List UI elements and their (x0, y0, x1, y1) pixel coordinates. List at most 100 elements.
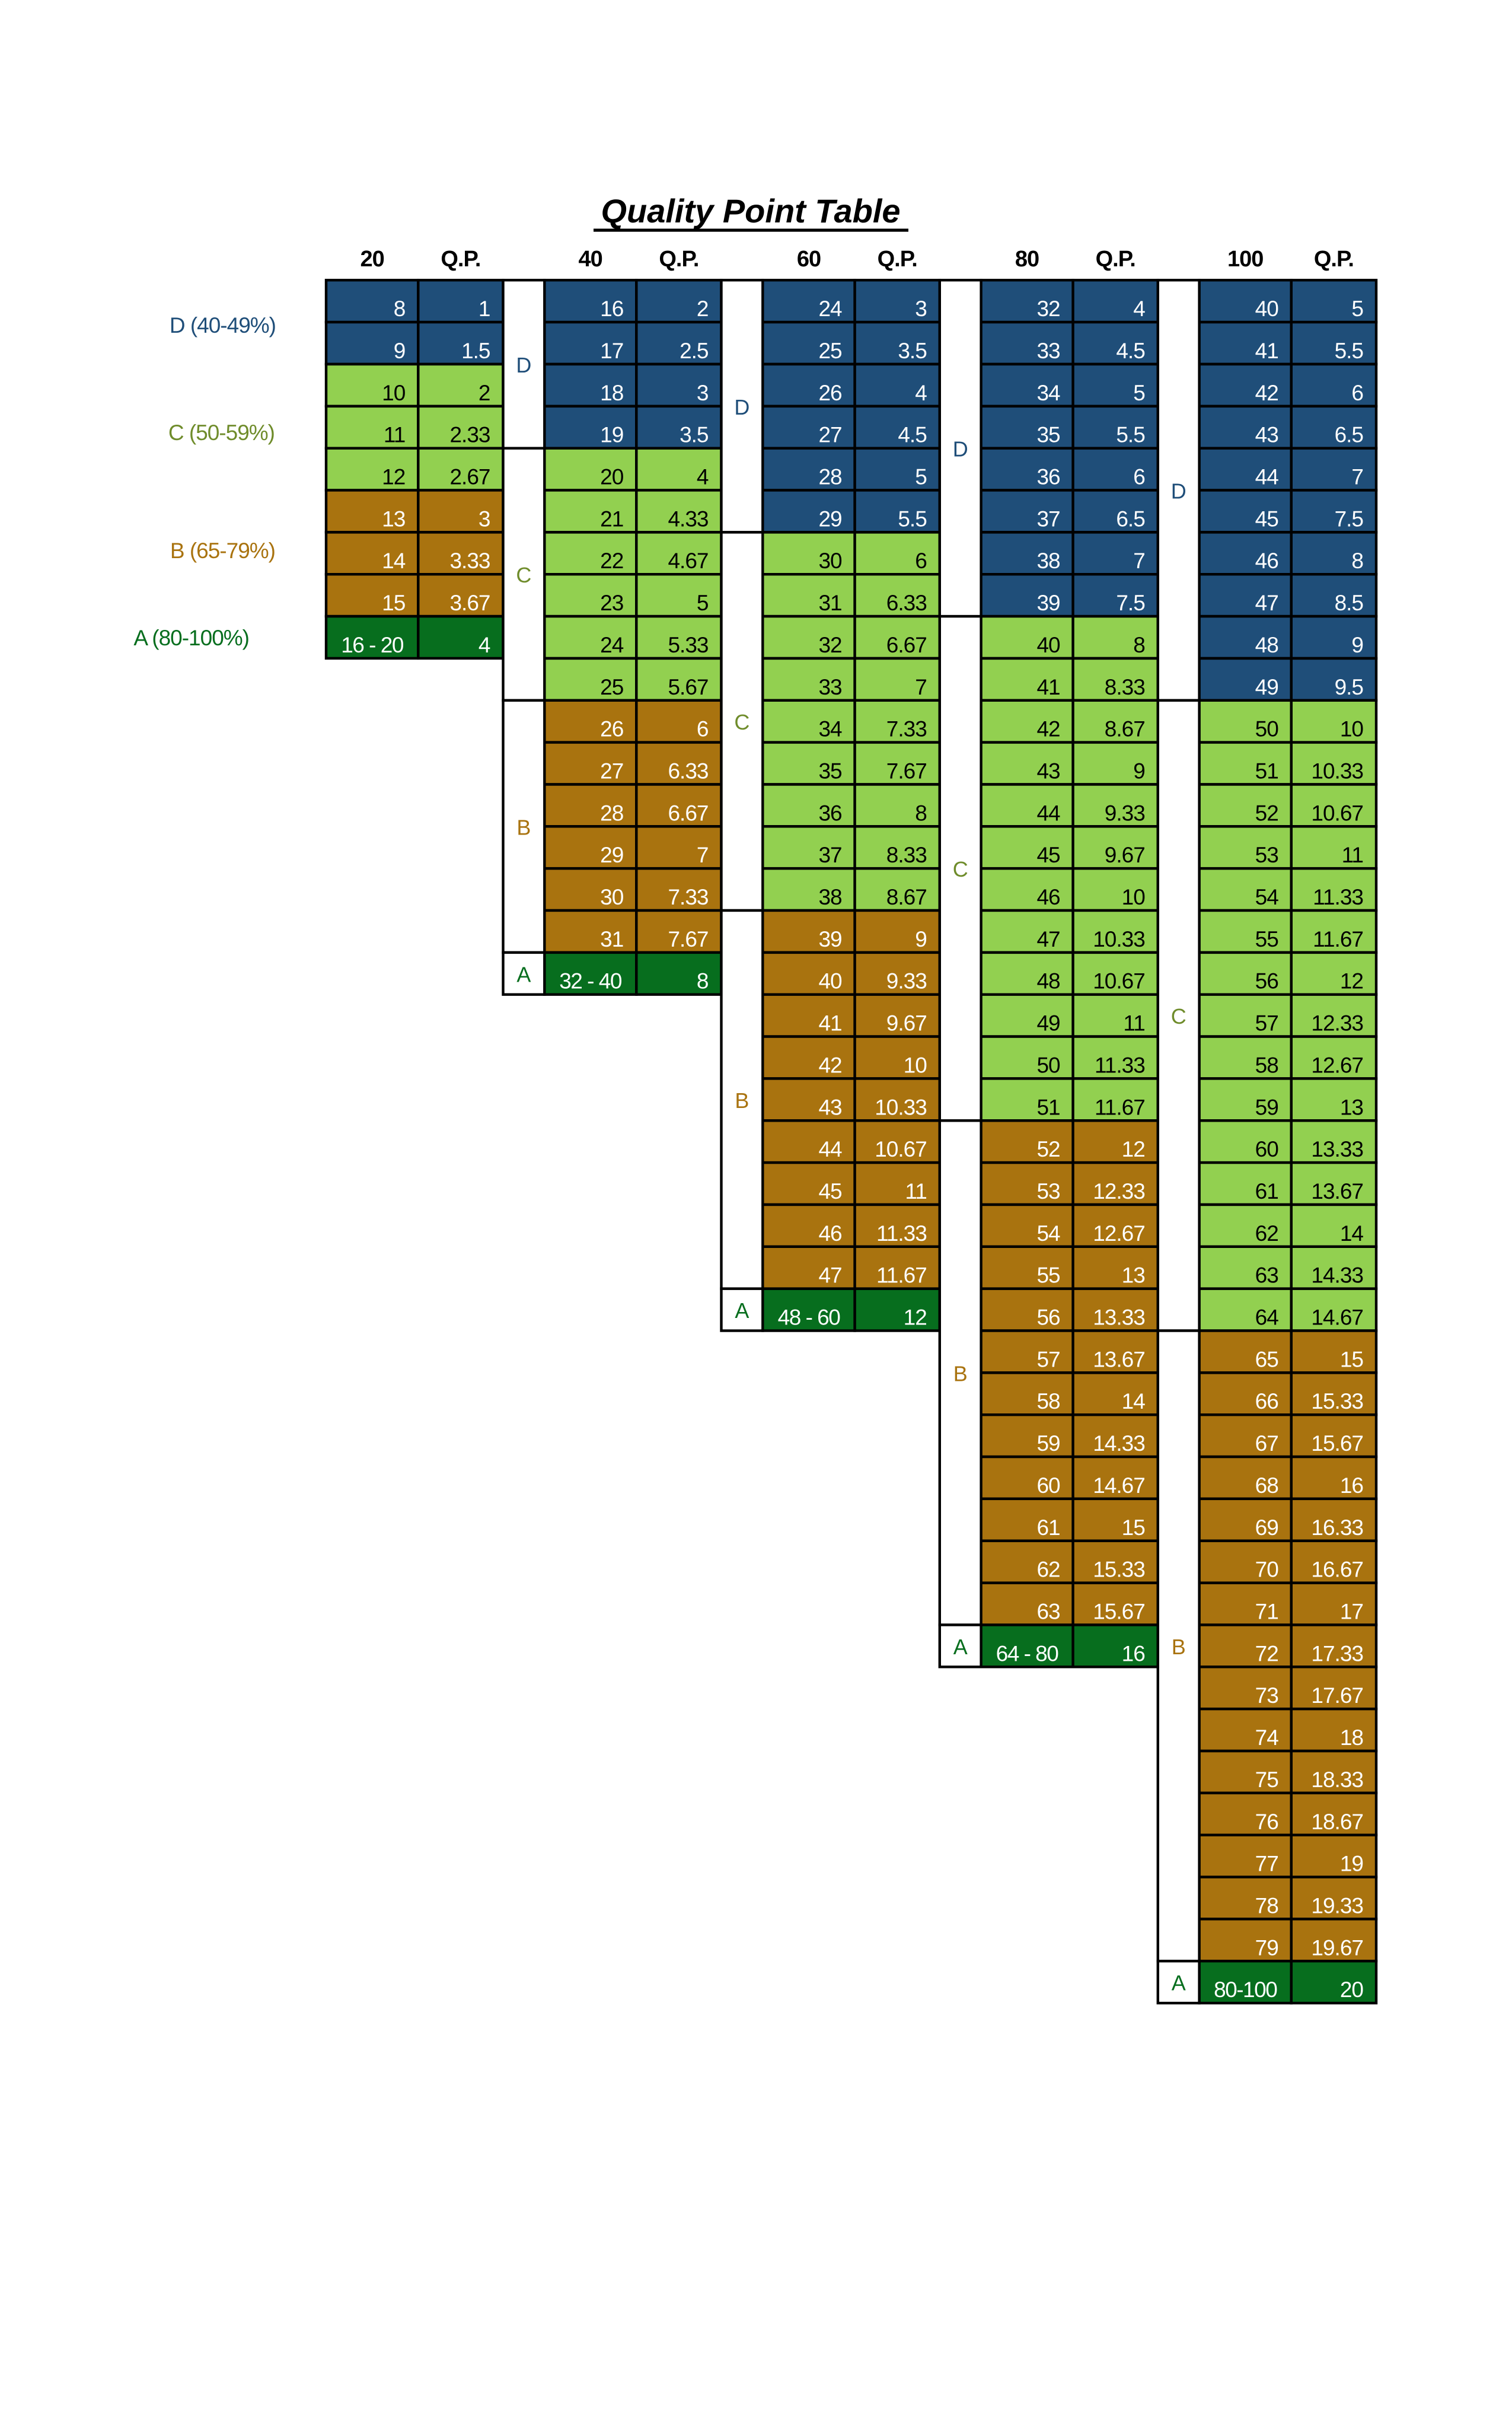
svg-text:Q.P.: Q.P. (1314, 247, 1354, 272)
svg-text:28: 28 (600, 801, 623, 825)
svg-text:10: 10 (1340, 717, 1364, 741)
svg-text:8: 8 (915, 801, 927, 825)
svg-text:4.5: 4.5 (898, 423, 927, 447)
svg-text:12.33: 12.33 (1093, 1179, 1145, 1203)
svg-text:41: 41 (1036, 675, 1060, 699)
svg-text:19: 19 (600, 423, 623, 447)
svg-text:80-100: 80-100 (1214, 1978, 1277, 2002)
svg-text:B: B (1172, 1635, 1186, 1659)
svg-text:Quality Point Table: Quality Point Table (601, 192, 900, 230)
svg-text:6.67: 6.67 (886, 633, 927, 657)
svg-text:Q.P.: Q.P. (441, 247, 480, 272)
svg-text:46: 46 (1036, 885, 1060, 909)
svg-text:39: 39 (818, 927, 841, 951)
svg-text:11: 11 (1123, 1011, 1144, 1036)
svg-text:19.33: 19.33 (1311, 1893, 1363, 1918)
svg-text:8.67: 8.67 (886, 885, 927, 909)
svg-text:10.33: 10.33 (875, 1095, 927, 1119)
svg-text:60: 60 (797, 247, 821, 272)
svg-text:1.5: 1.5 (461, 339, 490, 363)
svg-text:3: 3 (697, 381, 709, 405)
svg-text:63: 63 (1255, 1263, 1278, 1288)
svg-text:6.5: 6.5 (1335, 423, 1364, 447)
svg-text:8: 8 (394, 297, 406, 321)
svg-text:42: 42 (818, 1053, 841, 1077)
svg-text:13: 13 (1340, 1095, 1363, 1119)
svg-text:C: C (1171, 1004, 1186, 1028)
svg-text:6: 6 (1351, 381, 1363, 405)
svg-text:52: 52 (1036, 1137, 1060, 1161)
svg-text:A: A (1172, 1971, 1186, 1995)
svg-text:2: 2 (697, 297, 709, 321)
svg-text:11: 11 (1342, 843, 1363, 867)
svg-text:74: 74 (1255, 1725, 1279, 1750)
svg-text:B: B (735, 1088, 749, 1113)
svg-text:56: 56 (1036, 1305, 1060, 1330)
svg-text:50: 50 (1036, 1053, 1060, 1077)
svg-text:7.67: 7.67 (886, 759, 927, 784)
svg-text:33: 33 (1036, 339, 1060, 363)
svg-text:15.33: 15.33 (1093, 1558, 1145, 1582)
svg-text:27: 27 (818, 423, 841, 447)
svg-text:59: 59 (1036, 1431, 1060, 1456)
svg-text:8.5: 8.5 (1335, 591, 1364, 615)
svg-text:51: 51 (1255, 759, 1278, 784)
svg-text:35: 35 (1036, 423, 1060, 447)
svg-text:31: 31 (818, 591, 841, 615)
svg-text:100: 100 (1227, 247, 1263, 272)
svg-text:20: 20 (600, 465, 624, 489)
svg-text:14.67: 14.67 (1093, 1473, 1145, 1498)
svg-text:56: 56 (1255, 969, 1278, 994)
svg-text:77: 77 (1255, 1852, 1278, 1876)
svg-text:44: 44 (1255, 465, 1279, 489)
svg-text:65: 65 (1255, 1347, 1279, 1371)
svg-text:6.5: 6.5 (1116, 507, 1145, 531)
svg-text:9.5: 9.5 (1335, 675, 1364, 699)
svg-text:10: 10 (904, 1053, 927, 1077)
svg-text:15: 15 (1122, 1515, 1146, 1540)
svg-text:14: 14 (1340, 1221, 1364, 1246)
svg-text:10.33: 10.33 (1093, 927, 1145, 951)
svg-text:D: D (953, 437, 968, 461)
svg-text:32 - 40: 32 - 40 (559, 969, 622, 994)
svg-text:45: 45 (1255, 507, 1279, 531)
svg-text:A: A (516, 962, 531, 986)
svg-text:4: 4 (915, 381, 927, 405)
svg-text:47: 47 (1255, 591, 1278, 615)
svg-text:43: 43 (1036, 759, 1060, 784)
svg-text:11.67: 11.67 (876, 1263, 927, 1288)
svg-text:50: 50 (1255, 717, 1279, 741)
svg-text:80: 80 (1015, 247, 1039, 272)
svg-text:4: 4 (697, 465, 709, 489)
svg-text:2.5: 2.5 (680, 339, 709, 363)
svg-text:13: 13 (1122, 1263, 1145, 1288)
svg-text:2.33: 2.33 (449, 423, 490, 447)
svg-text:8: 8 (1133, 633, 1145, 657)
svg-text:58: 58 (1255, 1053, 1278, 1077)
svg-text:16: 16 (600, 297, 623, 321)
svg-text:32: 32 (818, 633, 841, 657)
svg-text:25: 25 (600, 675, 624, 699)
svg-text:64 - 80: 64 - 80 (996, 1641, 1059, 1666)
svg-text:2.67: 2.67 (449, 465, 490, 489)
svg-text:6: 6 (697, 717, 709, 741)
svg-text:C: C (734, 710, 749, 734)
svg-text:23: 23 (600, 591, 623, 615)
svg-text:11: 11 (384, 423, 405, 447)
svg-text:10.67: 10.67 (875, 1137, 927, 1161)
svg-text:48: 48 (1036, 969, 1060, 994)
svg-text:47: 47 (818, 1263, 841, 1288)
svg-text:52: 52 (1255, 801, 1278, 825)
svg-text:4: 4 (1133, 297, 1145, 321)
svg-text:46: 46 (818, 1221, 841, 1246)
svg-text:3.67: 3.67 (449, 591, 490, 615)
svg-text:55: 55 (1255, 927, 1279, 951)
svg-text:29: 29 (600, 843, 623, 867)
svg-text:5.5: 5.5 (1335, 339, 1364, 363)
svg-text:10: 10 (382, 381, 406, 405)
svg-text:9: 9 (394, 339, 406, 363)
svg-text:30: 30 (600, 885, 624, 909)
svg-text:7: 7 (1351, 465, 1363, 489)
svg-text:48: 48 (1255, 633, 1278, 657)
svg-text:40: 40 (578, 247, 602, 272)
